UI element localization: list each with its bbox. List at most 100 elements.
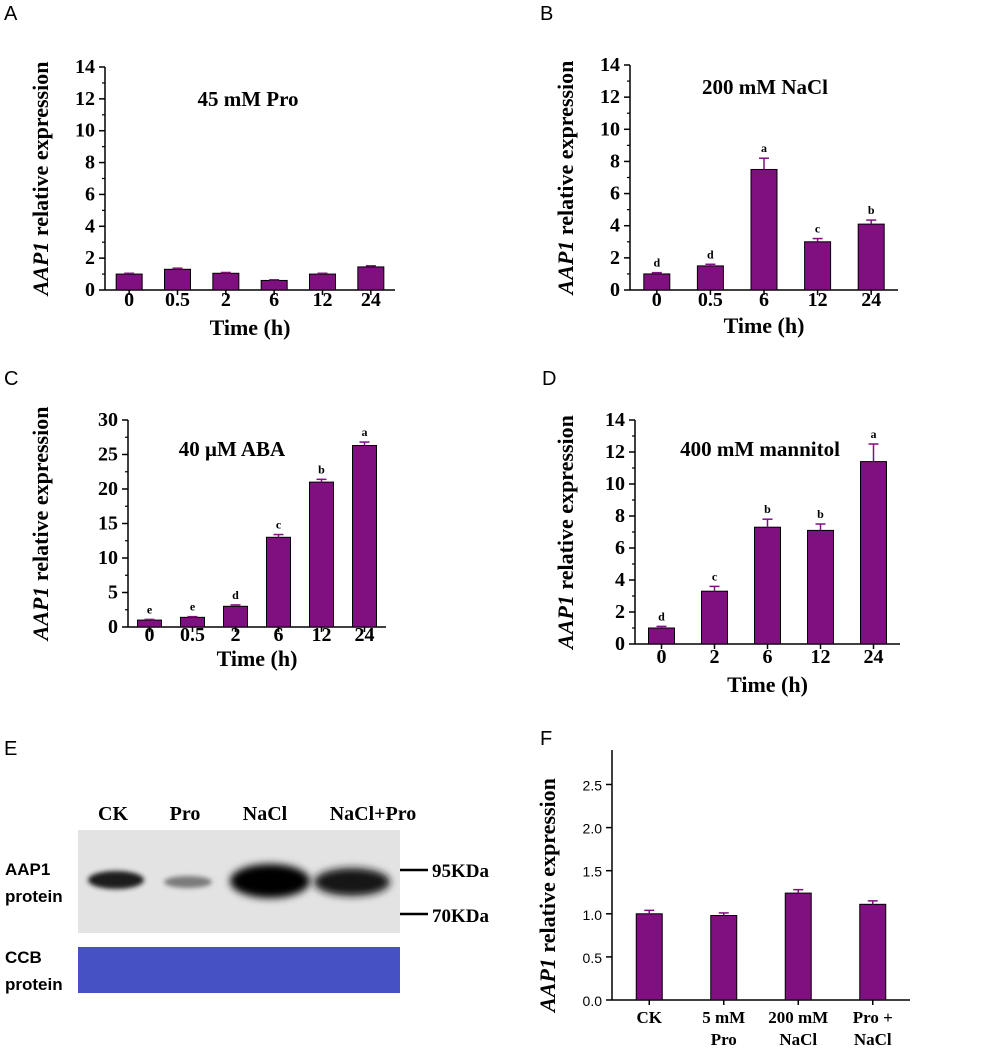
chart-d-bar bbox=[807, 529, 834, 645]
chart-c-y-label-rest: relative expression bbox=[28, 407, 53, 587]
chart-a-ytick-label: 6 bbox=[85, 183, 95, 205]
lane-label-nacl-pro: NaCl+Pro bbox=[330, 803, 417, 825]
chart-a-bar bbox=[115, 273, 143, 291]
chart-c-y-label-gene: AAP1 bbox=[28, 587, 53, 643]
chart-f-bar bbox=[859, 903, 887, 1001]
chart-c-ytick-label: 25 bbox=[98, 444, 118, 466]
chart-c-xtick-label: 24 bbox=[355, 624, 375, 646]
chart-b-ytick-label: 2 bbox=[610, 247, 620, 269]
chart-b-ytick-label: 10 bbox=[600, 118, 620, 140]
chart-f-y-label-rest: relative expression bbox=[535, 778, 560, 958]
chart-b-ytick-label: 4 bbox=[610, 215, 620, 237]
chart-a-ytick-label: 2 bbox=[85, 247, 95, 269]
band-ck bbox=[88, 871, 144, 889]
chart-b-y-label-gene: AAP1 bbox=[553, 241, 578, 297]
chart-c-y-label: AAP1 relative expression bbox=[28, 407, 53, 643]
chart-a-ytick-label: 8 bbox=[85, 152, 95, 174]
band-nacl-pro bbox=[314, 868, 390, 896]
ccb-row-label-2: protein bbox=[5, 975, 63, 994]
chart-f-ytick-label: 2.5 bbox=[583, 777, 603, 793]
chart-c-xtick-label: 0 bbox=[145, 624, 155, 646]
aap1-row-label-1: AAP1 bbox=[5, 860, 50, 879]
chart-a-bar bbox=[164, 268, 191, 291]
chart-d-ytick-label: 0 bbox=[615, 633, 625, 655]
chart-b-y-label-rest: relative expression bbox=[553, 61, 578, 241]
chart-b-ytick-label: 12 bbox=[600, 86, 620, 108]
chart-c-title: 40 μM ABA bbox=[179, 437, 286, 461]
chart-b-bar bbox=[643, 273, 671, 291]
chart-b-xtick-label: 0 bbox=[652, 289, 662, 311]
chart-f-xtick-label: 200 mM bbox=[768, 1008, 828, 1027]
chart-d-xtick-label: 0 bbox=[657, 646, 667, 668]
chart-c-x-label: Time (h) bbox=[217, 646, 298, 671]
chart-c-sig-letter: d bbox=[232, 588, 239, 602]
ccb-stain bbox=[78, 947, 400, 993]
chart-b-ytick-label: 6 bbox=[610, 183, 620, 205]
chart-d-sig-letter: c bbox=[712, 569, 718, 583]
chart-b-ytick-label: 0 bbox=[610, 279, 620, 301]
chart-a-xtick-label: 12 bbox=[313, 289, 333, 311]
chart-c-ytick-label: 15 bbox=[98, 513, 118, 535]
chart-b-bar bbox=[750, 168, 778, 291]
chart-c-bar bbox=[266, 536, 291, 628]
chart-c-sig-letter: e bbox=[147, 602, 153, 616]
chart-f-y-label: AAP1 relative expression bbox=[535, 778, 560, 1014]
lane-label-nacl: NaCl bbox=[243, 803, 288, 825]
chart-f-xtick-label: CK bbox=[637, 1008, 663, 1027]
panel-label-e: E bbox=[4, 738, 17, 760]
chart-d-title: 400 mM mannitol bbox=[680, 437, 840, 461]
chart-d-y-label: AAP1 relative expression bbox=[553, 415, 578, 651]
aap1-row-label-2: protein bbox=[5, 887, 63, 906]
chart-c-sig-letter: c bbox=[276, 518, 282, 532]
chart-b-ytick-label: 8 bbox=[610, 150, 620, 172]
chart-c-bar bbox=[352, 445, 377, 628]
lane-label-ck: CK bbox=[98, 803, 128, 825]
chart-b-y-label: AAP1 relative expression bbox=[553, 61, 578, 297]
western-blot: CK Pro NaCl NaCl+Pro AAP1 protein CCB pr… bbox=[5, 803, 490, 994]
chart-b-bar bbox=[696, 265, 724, 291]
chart-d-bar bbox=[754, 526, 781, 645]
chart-d-xtick-label: 2 bbox=[710, 646, 720, 668]
chart-f-ytick-label: 1.0 bbox=[583, 907, 603, 923]
panel-label-d: D bbox=[542, 368, 556, 390]
chart-b-sig-letter: c bbox=[815, 222, 821, 236]
chart-b-sig-letter: b bbox=[868, 203, 875, 217]
chart-f-ytick-label: 0.0 bbox=[583, 993, 603, 1009]
chart-a-y-label-rest: relative expression bbox=[28, 62, 53, 242]
chart-f-bar bbox=[710, 915, 738, 1001]
chart-f: 0.0 0.5 1.0 1.5 2.0 2.5 CK 5 mM Pro 200 mM NaCl Pro… bbox=[535, 750, 910, 1049]
chart-d-x-label: Time (h) bbox=[727, 672, 808, 697]
chart-a-ytick-label: 10 bbox=[75, 120, 95, 142]
chart-d-ytick-label: 12 bbox=[605, 441, 625, 463]
chart-c-xtick-label: 2 bbox=[231, 624, 241, 646]
chart-d-y-label-rest: relative expression bbox=[553, 415, 578, 595]
chart-f-xtick-label: NaCl bbox=[779, 1030, 817, 1049]
chart-d-sig-letter: a bbox=[871, 427, 877, 441]
chart-d-xtick-label: 6 bbox=[763, 646, 773, 668]
chart-d-ytick-label: 14 bbox=[605, 409, 625, 431]
chart-d-xtick-label: 24 bbox=[864, 646, 884, 668]
chart-c-ytick-label: 0 bbox=[108, 616, 118, 638]
panel-label-a: A bbox=[4, 3, 18, 25]
panel-label-c: C bbox=[4, 368, 18, 390]
chart-c-bar bbox=[309, 481, 334, 628]
chart-f-xtick-label: Pro bbox=[711, 1030, 737, 1049]
chart-c-xtick-label: 0.5 bbox=[180, 624, 205, 646]
chart-b-sig-letter: a bbox=[761, 141, 767, 155]
chart-d-sig-letter: b bbox=[817, 507, 824, 521]
chart-b-xtick-label: 24 bbox=[861, 289, 881, 311]
chart-c-ytick-label: 20 bbox=[98, 478, 118, 500]
chart-d-bar bbox=[701, 590, 728, 645]
chart-a-ytick-label: 0 bbox=[85, 279, 95, 301]
chart-a-ytick-label: 12 bbox=[75, 88, 95, 110]
marker-70kda: 70KDa bbox=[432, 906, 490, 927]
chart-d-ytick-label: 6 bbox=[615, 537, 625, 559]
chart-a-ytick-label: 14 bbox=[75, 56, 95, 78]
chart-d-ytick-label: 4 bbox=[615, 569, 625, 591]
band-nacl bbox=[230, 864, 310, 898]
chart-d-sig-letter: b bbox=[764, 502, 771, 516]
chart-a-title: 45 mM Pro bbox=[197, 87, 298, 111]
